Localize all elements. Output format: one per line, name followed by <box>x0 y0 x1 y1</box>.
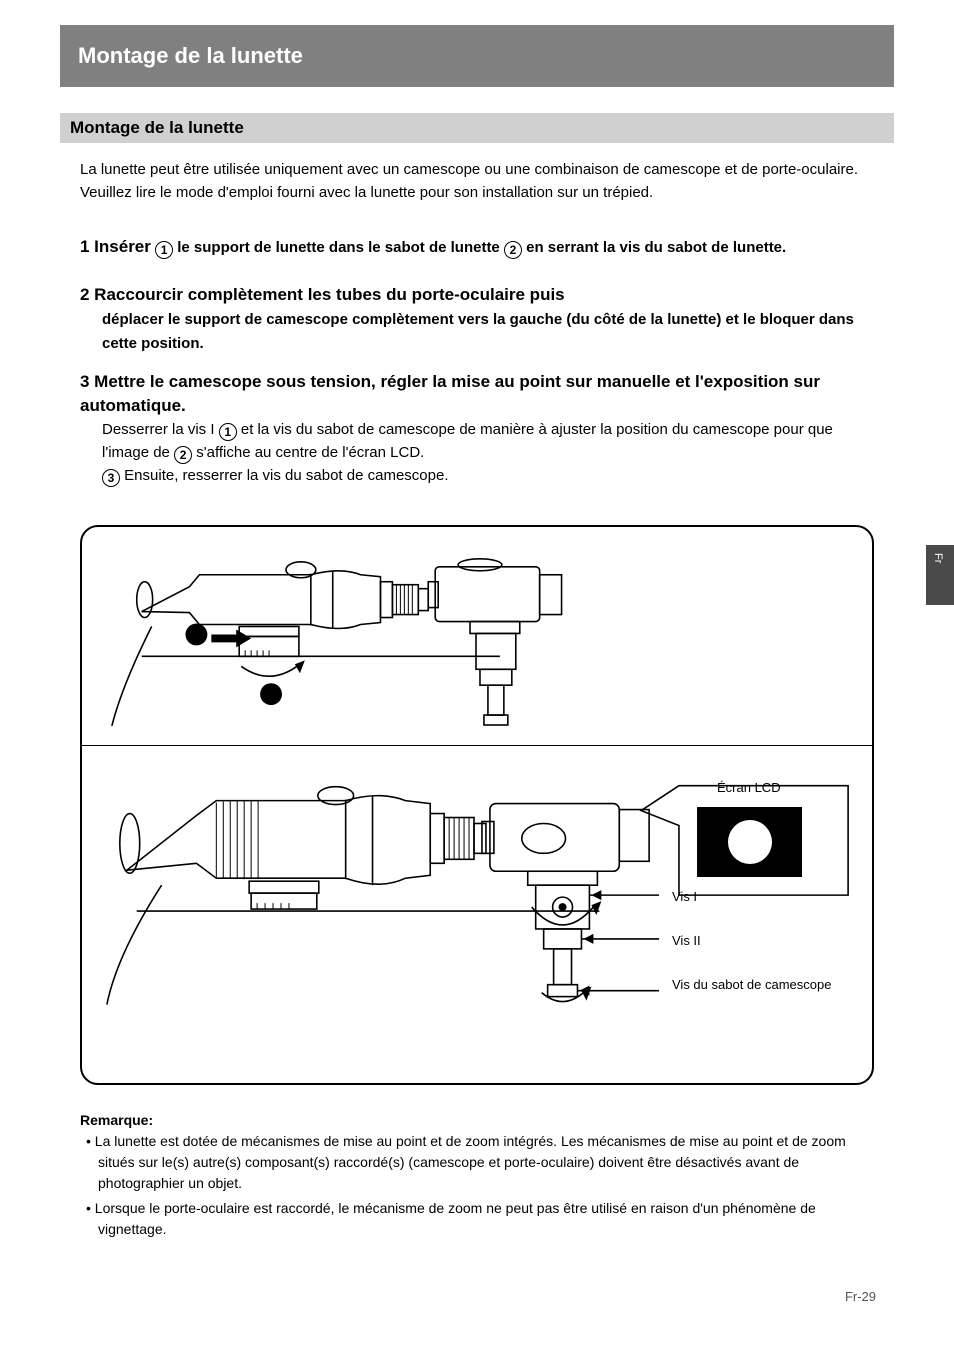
step-1: 1 Insérer 1 le support de lunette dans l… <box>80 234 874 260</box>
scope-lower-icon <box>120 787 486 885</box>
label-screw2: Vis II <box>672 933 701 949</box>
scope-shoe-icon <box>239 626 299 656</box>
scope-upper-icon <box>137 562 429 629</box>
notes-heading: Remarque: <box>80 1110 874 1131</box>
step2-label: 2 Raccourcir complètement les tubes du p… <box>80 282 874 308</box>
step3-label: 3 Mettre le camescope sous tension, régl… <box>80 370 874 418</box>
section-title: Montage de la lunette <box>70 118 244 138</box>
step-3: 3 Mettre le camescope sous tension, régl… <box>80 370 874 487</box>
label-camshoe: Vis du sabot de camescope <box>672 977 842 993</box>
step1-rest2: en serrant la vis du sabot de lunette. <box>526 239 786 256</box>
intro-block: La lunette peut être utilisée uniquement… <box>80 158 874 205</box>
rail-lower-icon <box>107 881 599 1004</box>
header-bar: Montage de la lunette <box>60 25 894 87</box>
note-item-1: La lunette est dotée de mécanismes de mi… <box>98 1131 874 1194</box>
svg-text:1: 1 <box>193 627 200 642</box>
page-number: Fr-29 <box>845 1289 876 1304</box>
intro-line-2: Veuillez lire le mode d'emploi fourni av… <box>80 181 874 204</box>
num-1-icon: 1 <box>155 241 173 259</box>
num-1b-icon: 1 <box>219 423 237 441</box>
lcd-label: Écran LCD <box>717 780 781 796</box>
step2-sub1: déplacer le support de camescope complèt… <box>102 311 739 328</box>
step1-rest: le support de lunette dans le sabot de l… <box>177 239 500 256</box>
arrow-right-icon <box>211 629 251 647</box>
camcorder-upper-icon <box>428 559 561 725</box>
label-screw1: Vis I <box>672 889 697 905</box>
diagram-svg: 1 2 <box>82 527 872 1084</box>
notes-block: Remarque: La lunette est dotée de mécani… <box>80 1110 874 1244</box>
num-3-icon: 3 <box>102 469 120 487</box>
curve-arrow-icon <box>241 666 297 676</box>
tab-label: Fr <box>932 553 944 563</box>
diagram-box: 1 2 <box>80 525 874 1085</box>
step3-sub1a: Desserrer la vis I <box>102 421 215 438</box>
num-2b-icon: 2 <box>174 446 192 464</box>
header-title: Montage de la lunette <box>78 43 303 69</box>
lcd-preview <box>697 807 802 877</box>
num-2-icon: 2 <box>504 241 522 259</box>
side-tab: Fr <box>926 545 954 605</box>
camcorder-lower-icon <box>482 804 649 997</box>
step3-sub1c: s'affiche au centre de l'écran LCD. <box>196 444 424 461</box>
step1-label: 1 Insérer <box>80 237 151 256</box>
lcd-circle-icon <box>728 820 772 864</box>
step-2: 2 Raccourcir complètement les tubes du p… <box>80 282 874 355</box>
step3-sub2: Ensuite, resserrer la vis du sabot de ca… <box>124 467 448 484</box>
intro-line-1: La lunette peut être utilisée uniquement… <box>80 158 874 181</box>
note-item-2: Lorsque le porte-oculaire est raccordé, … <box>98 1198 874 1240</box>
svg-text:2: 2 <box>267 687 274 702</box>
section-bar: Montage de la lunette <box>60 113 894 143</box>
